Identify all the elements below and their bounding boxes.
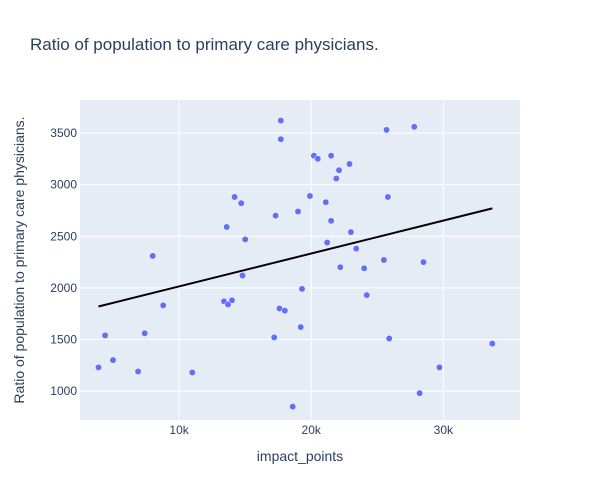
scatter-point[interactable] [134, 368, 142, 375]
scatter-point[interactable] [277, 117, 285, 125]
scatter-point[interactable] [159, 301, 167, 309]
scatter-point[interactable] [109, 356, 117, 364]
scatter-point[interactable] [346, 160, 353, 168]
scatter-point[interactable] [410, 123, 418, 131]
x-axis-title: impact_points [257, 448, 343, 464]
scatter-point[interactable] [384, 193, 392, 201]
scatter-point[interactable] [141, 329, 149, 337]
scatter-point[interactable] [380, 256, 388, 264]
trendline-layer [98, 207, 493, 308]
chart-title: Ratio of population to primary care phys… [30, 35, 379, 54]
scatter-point[interactable] [277, 135, 285, 143]
tick-labels: 1000 1500 2000 2500 3000 3500 10k 20k 30k [50, 126, 454, 437]
scatter-point[interactable] [95, 363, 102, 371]
scatter-point[interactable] [383, 126, 390, 134]
scatter-point[interactable] [237, 199, 245, 207]
grid [80, 100, 520, 420]
y-tick-label: 3500 [50, 126, 77, 140]
scatter-point[interactable] [327, 217, 335, 225]
scatter-point[interactable] [352, 245, 360, 253]
scatter-point[interactable] [488, 340, 496, 348]
scatter-point[interactable] [294, 208, 302, 215]
scatter-point[interactable] [420, 258, 427, 266]
scatter-point[interactable] [188, 369, 196, 376]
x-tick-label: 20k [302, 423, 322, 437]
x-tick-label: 10k [169, 423, 189, 437]
scatter-point[interactable] [336, 263, 344, 271]
scatter-point[interactable] [223, 223, 231, 231]
y-axis-title: Ratio of population to primary care phys… [11, 116, 27, 403]
scatter-point[interactable] [435, 363, 443, 371]
y-tick-label: 1500 [50, 332, 77, 346]
scatter-point[interactable] [297, 323, 305, 331]
scatter-point[interactable] [332, 175, 340, 182]
plot-area [80, 100, 520, 420]
scatter-point[interactable] [363, 291, 371, 299]
points-layer [95, 117, 496, 411]
x-tick-label: 30k [434, 423, 454, 437]
y-tick-label: 2000 [50, 281, 77, 295]
scatter-point[interactable] [101, 331, 109, 339]
scatter-point[interactable] [289, 403, 297, 411]
scatter-point[interactable] [327, 152, 335, 160]
scatter-point[interactable] [228, 296, 236, 304]
scatter-point[interactable] [272, 212, 280, 220]
scatter-point[interactable] [306, 192, 314, 200]
scatter-point[interactable] [239, 272, 246, 279]
scatter-point[interactable] [416, 389, 424, 397]
scatter-point[interactable] [360, 264, 368, 272]
scatter-point[interactable] [281, 307, 289, 315]
scatter-point[interactable] [335, 166, 343, 174]
scatter-point[interactable] [298, 285, 306, 293]
scatter-point[interactable] [224, 300, 232, 308]
y-tick-label: 3000 [50, 178, 77, 192]
y-tick-label: 1000 [50, 384, 77, 398]
scatter-point[interactable] [347, 228, 355, 236]
y-tick-label: 2500 [50, 229, 77, 243]
scatter-point[interactable] [241, 235, 249, 243]
scatter-point[interactable] [231, 193, 239, 201]
scatter-point[interactable] [323, 239, 331, 246]
scatter-point[interactable] [270, 333, 278, 341]
scatter-point[interactable] [322, 198, 330, 206]
scatter-point[interactable] [149, 252, 157, 260]
scatter-point[interactable] [314, 155, 322, 163]
trendline [98, 207, 493, 308]
scatter-point[interactable] [385, 335, 393, 342]
